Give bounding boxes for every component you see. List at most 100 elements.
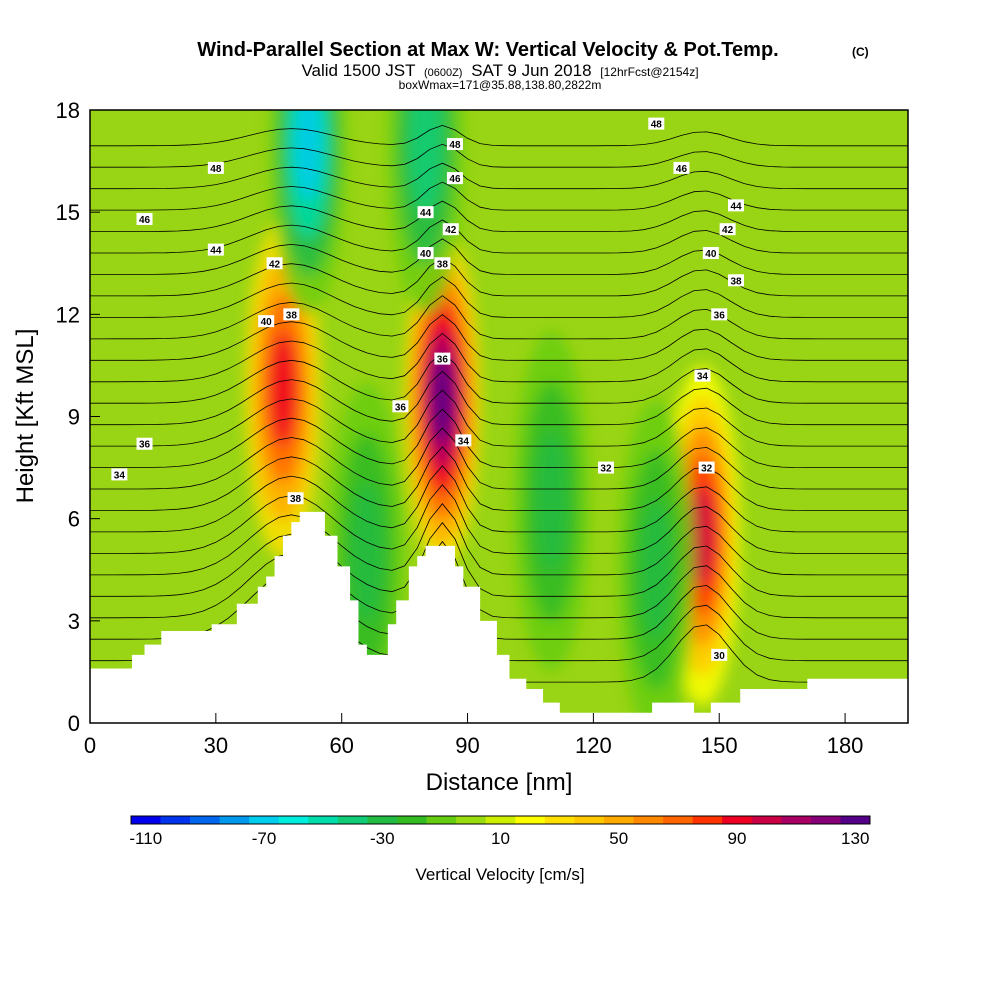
theta-contour-line <box>90 559 908 640</box>
theta-contour-line <box>90 257 908 297</box>
contour-label-bg <box>442 223 459 236</box>
theta-contour-line <box>90 200 908 232</box>
contour-label-bg <box>434 352 451 365</box>
theta-contour-line <box>90 332 908 383</box>
theta-contour-line <box>90 484 908 554</box>
velocity-core-4 <box>534 431 569 572</box>
colorbar-swatch <box>810 816 841 824</box>
colorbar-tick-label: -110 <box>129 829 162 848</box>
theta-contour-line <box>90 522 908 597</box>
velocity-core-0 <box>268 331 297 447</box>
contour-label-bg <box>648 117 665 130</box>
title-mark: (C) <box>852 45 869 59</box>
contour-label: 40 <box>420 249 432 260</box>
colorbar-swatch <box>574 816 605 824</box>
velocity-core-5 <box>639 499 673 640</box>
colorbar-tick-label: 90 <box>728 829 747 848</box>
contour-label-bg <box>392 400 409 413</box>
x-tick-label: 180 <box>827 733 864 758</box>
x-axis-label: Distance [nm] <box>426 769 573 796</box>
contour-label: 30 <box>714 651 726 662</box>
contour-label-bg <box>673 161 690 174</box>
contour-label-bg <box>728 199 745 212</box>
contour-label: 36 <box>395 402 407 413</box>
contour-label-bg <box>207 161 224 174</box>
colorbar-swatch <box>722 816 753 824</box>
subtitle-fcst: [12hrFcst@2154z] <box>600 65 698 79</box>
theta-contour-line <box>90 427 908 490</box>
y-tick-label: 9 <box>68 405 80 430</box>
colorbar-tick-label: -30 <box>370 829 395 848</box>
contour-label-bg <box>434 257 451 270</box>
colorbar-swatch <box>544 816 575 824</box>
contour-label-bg <box>711 648 728 661</box>
colorbar-swatch <box>515 816 546 824</box>
colorbar-label: Vertical Velocity [cm/s] <box>415 865 584 884</box>
contour-label-bg <box>698 461 715 474</box>
contour-label: 40 <box>705 249 717 260</box>
y-tick-label: 18 <box>56 98 80 123</box>
contour-label: 42 <box>445 225 457 236</box>
y-tick-label: 6 <box>68 507 80 532</box>
contour-label: 38 <box>290 494 302 505</box>
colorbar-swatch <box>397 816 427 824</box>
colorbar-swatch <box>131 816 161 824</box>
contour-label: 48 <box>449 140 461 151</box>
contour-label-bg <box>597 461 614 474</box>
colorbar-swatch <box>663 816 693 824</box>
x-tick-label: 120 <box>575 733 612 758</box>
theta-contour-line <box>90 219 908 254</box>
colorbar-swatch <box>840 816 871 824</box>
y-axis-label: Height [Kft MSL] <box>12 329 39 504</box>
theta-contour-line <box>90 465 908 533</box>
contour-label: 42 <box>269 259 281 270</box>
contour-label: 48 <box>651 120 663 131</box>
colorbar-ticks: -110 -70 -30 10 50 90 130 <box>129 829 869 848</box>
theta-contour-line <box>90 370 908 426</box>
colorbar-frame <box>130 815 871 825</box>
colorbar-swatch <box>633 816 664 824</box>
contour-label: 38 <box>730 276 742 287</box>
theta-contour-line <box>90 143 908 168</box>
velocity-core-2 <box>690 485 715 586</box>
velocity-field <box>244 110 741 723</box>
subtitle-line: Valid 1500 JST (0600Z) SAT 9 Jun 2018 [1… <box>301 61 698 80</box>
velocity-core-7 <box>294 110 323 202</box>
contour-label-bg <box>728 274 745 287</box>
contour-label-bg <box>287 492 304 505</box>
contour-label-bg <box>719 223 736 236</box>
contour-label: 42 <box>722 225 734 236</box>
theta-contour-line <box>90 295 908 340</box>
colorbar-swatch <box>751 816 782 824</box>
colorbar-swatch <box>692 816 723 824</box>
contour-label: 46 <box>449 174 461 185</box>
contour-label-bg <box>446 138 463 151</box>
colorbar-swatch <box>308 816 339 824</box>
colorbar-swatch <box>160 816 191 824</box>
contour-label-bg <box>266 257 283 270</box>
colorbar-swatch <box>485 816 516 824</box>
contour-label: 34 <box>458 436 470 447</box>
colorbar-swatch <box>337 816 368 824</box>
colorbar-swatch <box>249 816 280 824</box>
x-tick-label: 0 <box>84 733 96 758</box>
colorbar-swatch <box>190 816 220 824</box>
box-info: boxWmax=171@35.88,138.80,2822m <box>399 78 602 92</box>
contour-label: 38 <box>286 310 298 321</box>
velocity-core-1 <box>431 354 454 445</box>
theta-contour-line <box>90 351 908 404</box>
x-tick-label: 60 <box>329 733 353 758</box>
colorbar-swatch <box>456 816 487 824</box>
terrain <box>90 511 908 723</box>
y-tick-label: 3 <box>68 609 80 634</box>
contour-label-bg <box>711 308 728 321</box>
contour-label-bg <box>207 243 224 256</box>
velocity-core-6 <box>408 110 443 215</box>
x-tick-label: 30 <box>204 733 228 758</box>
contour-label: 34 <box>697 372 709 383</box>
contour-label-bg <box>417 206 434 219</box>
contour-label: 44 <box>420 208 432 219</box>
theta-contour-line <box>90 162 908 190</box>
colorbar-tick-label: 50 <box>609 829 628 848</box>
